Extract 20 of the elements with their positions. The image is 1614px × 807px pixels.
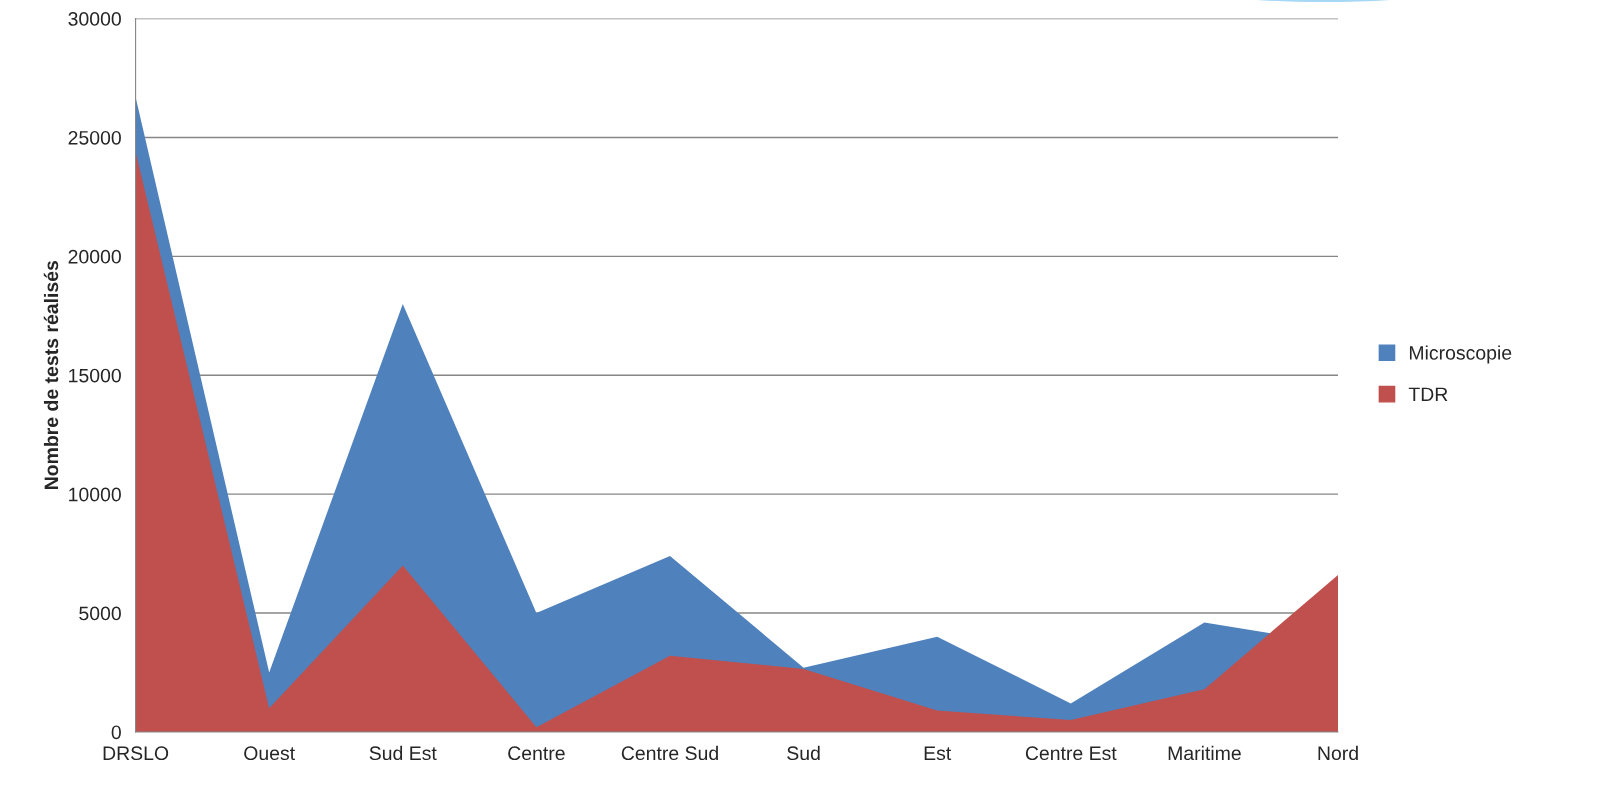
x-tick-label: Centre Est xyxy=(1025,746,1117,761)
legend-label: TDR xyxy=(1408,387,1448,402)
x-tick-label: DRSLO xyxy=(103,746,169,761)
y-tick-label: 20000 xyxy=(68,249,121,264)
y-tick-label: 10000 xyxy=(69,487,121,502)
y-tick-label: 0 xyxy=(111,725,121,740)
y-tick-label: 5000 xyxy=(79,606,121,621)
x-tick-label: Nord xyxy=(1318,745,1358,761)
legend-label: Microscopie xyxy=(1409,345,1512,364)
x-tick-label: Maritime xyxy=(1168,745,1241,761)
y-tick-label: 15000 xyxy=(69,368,121,383)
x-tick-label: Centre Sud xyxy=(621,745,718,761)
x-tick-label: Sud Est xyxy=(369,745,437,761)
x-tick-label: Ouest xyxy=(244,746,295,761)
x-tick-label: Est xyxy=(924,746,952,761)
y-tick-label: 25000 xyxy=(68,130,121,145)
x-tick-label: Sud xyxy=(787,745,820,761)
y-tick-label: 30000 xyxy=(68,12,121,26)
x-tick-label: Centre xyxy=(508,746,565,761)
y-axis-title: Nombre de tests réalisés xyxy=(43,260,59,490)
